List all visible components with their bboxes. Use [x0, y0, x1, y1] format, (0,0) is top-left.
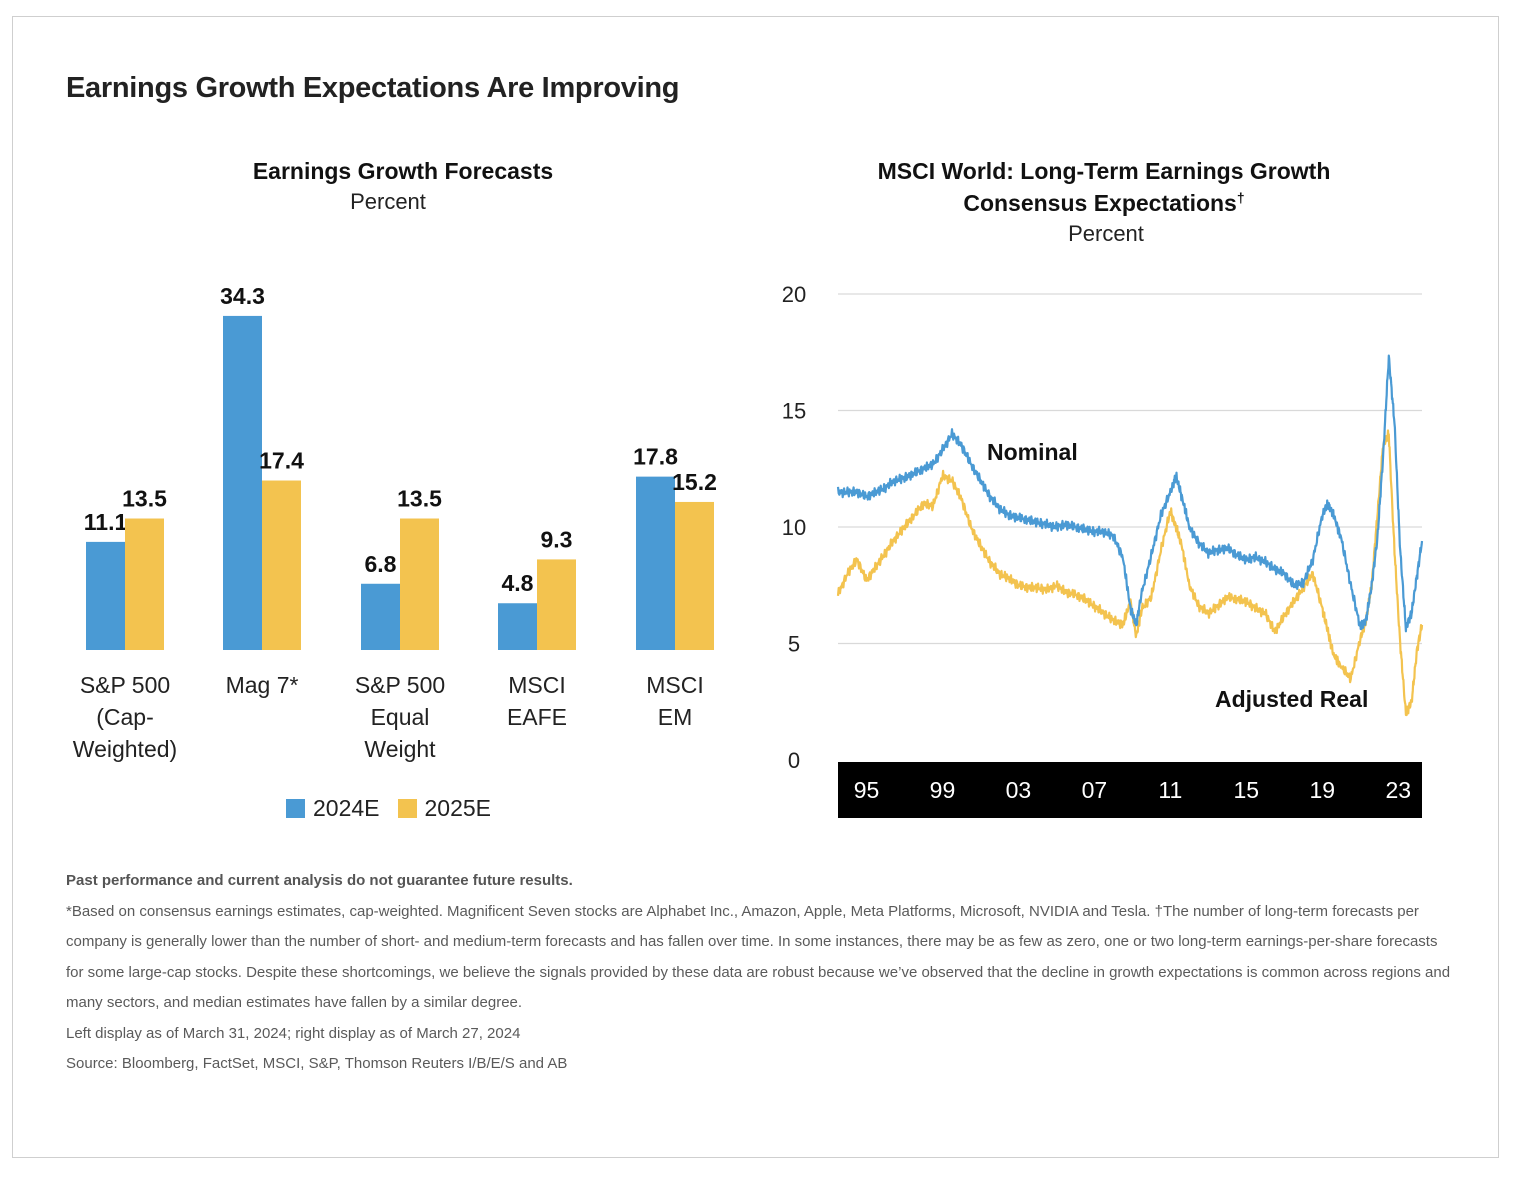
legend-item-2025e: 2025E — [397, 795, 492, 822]
y-tick-label: 5 — [788, 632, 800, 657]
bar-value-label: 4.8 — [502, 570, 534, 596]
page-title: Earnings Growth Expectations Are Improvi… — [66, 72, 680, 104]
x-tick-label: 95 — [854, 777, 880, 803]
category-label: S&P 500 — [355, 672, 445, 698]
series-line-adjusted-real — [836, 429, 1424, 717]
right-chart-title-line2: Consensus Expectations† — [820, 187, 1388, 219]
footnotes: Past performance and current analysis do… — [66, 866, 1456, 1080]
bar-value-label: 9.3 — [541, 526, 573, 552]
as-of-dates: Left display as of March 31, 2024; right… — [66, 1024, 521, 1042]
legend-label-2024e: 2024E — [313, 795, 380, 821]
x-tick-label: 07 — [1082, 777, 1108, 803]
category-label: MSCI — [646, 672, 704, 698]
bar-2025e-3 — [537, 559, 576, 650]
y-tick-label: 10 — [782, 515, 806, 540]
bar-value-label: 34.3 — [220, 283, 265, 309]
bar-value-label: 13.5 — [122, 486, 167, 512]
category-label: Equal — [371, 704, 430, 730]
category-label: Weighted) — [73, 736, 177, 762]
annotation-nominal: Nominal — [987, 439, 1078, 465]
left-chart-title: Earnings Growth Forecasts — [252, 158, 554, 184]
legend-swatch-yellow — [397, 799, 417, 818]
x-tick-label: 99 — [930, 777, 956, 803]
right-chart-title: MSCI World: Long-Term Earnings Growth Co… — [820, 155, 1388, 219]
bar-2025e-1 — [262, 480, 301, 650]
category-label: S&P 500 — [80, 672, 170, 698]
series-line-nominal — [836, 354, 1424, 633]
x-tick-label: 19 — [1309, 777, 1335, 803]
category-label: (Cap- — [96, 704, 154, 730]
x-tick-label: 03 — [1006, 777, 1032, 803]
legend-label-2025e: 2025E — [424, 795, 492, 821]
bar-value-label: 13.5 — [397, 486, 442, 512]
bar-2024e-3 — [498, 603, 537, 650]
category-label: EM — [658, 704, 693, 730]
bar-2024e-1 — [223, 315, 262, 650]
line-chart: 0 5 10 15 20 95 99 03 07 11 15 19 23 Nominal Adjusted … — [782, 282, 1424, 818]
footnote-text: *Based on consensus earnings estimates, … — [66, 902, 1451, 1012]
category-label: MSCI — [508, 672, 566, 698]
right-chart-title-text: Consensus Expectations — [963, 190, 1237, 216]
bar-value-label: 6.8 — [365, 551, 397, 577]
x-axis-band — [838, 762, 1422, 818]
bar-value-label: 11.1 — [84, 509, 128, 535]
bar-chart-legend: 2024E 2025E — [286, 795, 509, 822]
bar-value-label: 17.4 — [259, 448, 304, 474]
dagger-mark: † — [1236, 189, 1245, 206]
bar-2025e-0 — [125, 518, 164, 650]
bar-2025e-4 — [675, 501, 714, 650]
x-tick-label: 15 — [1234, 777, 1260, 803]
bar-2024e-2 — [361, 583, 400, 650]
right-chart-title-line1: MSCI World: Long-Term Earnings Growth — [877, 158, 1331, 184]
legend-swatch-blue — [286, 799, 305, 818]
card-frame — [12, 16, 1499, 1158]
left-chart-subtitle: Percent — [350, 189, 426, 214]
category-label: Weight — [364, 736, 436, 762]
category-label: EAFE — [507, 704, 567, 730]
bar-value-label: 15.2 — [672, 469, 717, 495]
bar-value-label: 17.8 — [633, 444, 678, 470]
y-tick-label: 0 — [788, 748, 800, 773]
x-tick-label: 23 — [1385, 777, 1411, 803]
bar-chart: 11.1 34.3 6.8 4.8 17.8 13.5 17.4 13.5 9.3 15.2 S&P… — [73, 283, 717, 762]
bar-2024e-4 — [636, 476, 675, 650]
disclaimer: Past performance and current analysis do… — [66, 872, 573, 889]
bar-2025e-2 — [400, 518, 439, 650]
y-tick-label: 15 — [782, 399, 806, 424]
category-label: Mag 7* — [226, 672, 299, 698]
x-tick-label: 11 — [1158, 777, 1182, 803]
legend-item-2024e: 2024E — [286, 795, 380, 822]
y-tick-label: 20 — [782, 282, 806, 307]
bar-2024e-0 — [86, 541, 125, 650]
annotation-adjusted-real: Adjusted Real — [1215, 686, 1368, 712]
right-chart-subtitle: Percent — [1068, 221, 1144, 246]
source-line: Source: Bloomberg, FactSet, MSCI, S&P, T… — [66, 1055, 568, 1072]
